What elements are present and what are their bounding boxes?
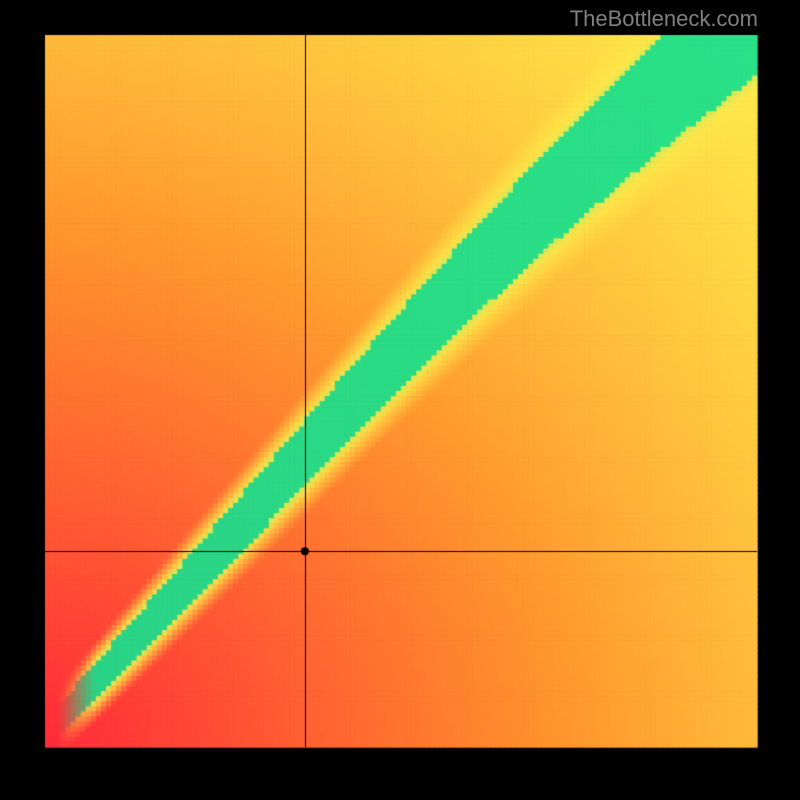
chart-container: TheBottleneck.com (0, 0, 800, 800)
bottleneck-heatmap (0, 0, 800, 800)
watermark-text: TheBottleneck.com (570, 6, 758, 32)
